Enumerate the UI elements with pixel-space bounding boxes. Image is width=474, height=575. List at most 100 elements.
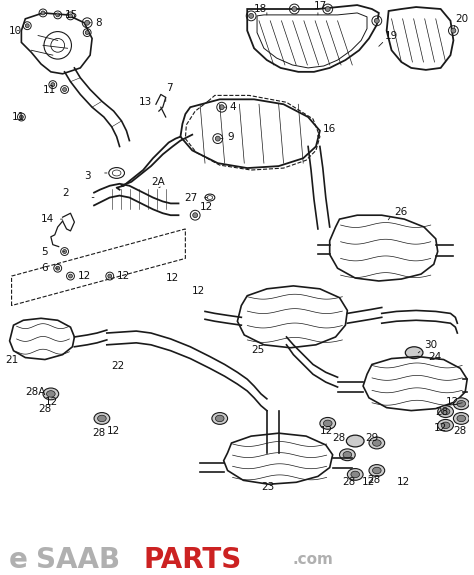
- Text: PARTS: PARTS: [143, 546, 242, 574]
- Ellipse shape: [405, 347, 423, 359]
- Ellipse shape: [457, 400, 465, 407]
- Circle shape: [85, 20, 90, 25]
- Circle shape: [193, 213, 198, 218]
- Text: 7: 7: [166, 83, 173, 93]
- Text: e: e: [9, 546, 27, 574]
- Text: 9: 9: [228, 132, 234, 141]
- Text: 3: 3: [84, 171, 91, 181]
- Text: 28: 28: [454, 426, 467, 436]
- Circle shape: [325, 6, 330, 12]
- Ellipse shape: [369, 465, 385, 476]
- Text: 12: 12: [192, 286, 206, 296]
- Ellipse shape: [212, 412, 228, 424]
- Ellipse shape: [438, 406, 454, 417]
- Text: 12: 12: [396, 477, 410, 487]
- Ellipse shape: [454, 398, 469, 409]
- Text: 28: 28: [333, 433, 346, 443]
- Text: 17: 17: [314, 1, 327, 11]
- Text: 12: 12: [434, 423, 447, 434]
- Circle shape: [219, 105, 224, 110]
- Ellipse shape: [339, 449, 355, 461]
- Text: 28: 28: [367, 476, 380, 485]
- Ellipse shape: [441, 422, 450, 428]
- Text: 12: 12: [320, 426, 333, 436]
- Circle shape: [69, 14, 73, 18]
- Text: .com: .com: [292, 552, 333, 567]
- Text: 4: 4: [229, 102, 236, 112]
- Text: 24: 24: [428, 351, 441, 362]
- Text: 2: 2: [63, 187, 69, 198]
- Text: 12: 12: [117, 271, 130, 281]
- Text: 14: 14: [41, 214, 55, 224]
- Text: 27: 27: [184, 193, 198, 202]
- Ellipse shape: [369, 437, 385, 449]
- Text: 15: 15: [64, 10, 78, 20]
- Circle shape: [108, 274, 112, 278]
- Text: 12: 12: [446, 397, 459, 407]
- Circle shape: [25, 24, 29, 28]
- Ellipse shape: [373, 440, 381, 446]
- Circle shape: [56, 266, 60, 270]
- Circle shape: [451, 28, 456, 33]
- Ellipse shape: [351, 471, 360, 478]
- Circle shape: [249, 13, 254, 18]
- Text: 12: 12: [107, 426, 120, 436]
- Circle shape: [374, 18, 379, 23]
- Text: 23: 23: [261, 482, 274, 492]
- Ellipse shape: [438, 419, 454, 431]
- Text: 28A: 28A: [25, 387, 46, 397]
- Circle shape: [85, 30, 89, 34]
- Circle shape: [292, 6, 297, 12]
- Text: 8: 8: [95, 18, 101, 28]
- Text: 12: 12: [200, 202, 213, 212]
- Text: 16: 16: [323, 124, 336, 134]
- Circle shape: [56, 13, 60, 17]
- Ellipse shape: [98, 415, 106, 421]
- Text: 22: 22: [112, 362, 125, 371]
- Circle shape: [63, 87, 66, 91]
- Ellipse shape: [346, 435, 364, 447]
- Text: 29: 29: [365, 433, 378, 443]
- Text: 28: 28: [38, 404, 51, 413]
- Ellipse shape: [94, 412, 110, 424]
- Text: 18: 18: [254, 4, 267, 14]
- Text: 13: 13: [139, 97, 153, 108]
- Ellipse shape: [373, 467, 381, 474]
- Text: 12: 12: [45, 397, 58, 407]
- Text: 20: 20: [456, 14, 468, 24]
- Text: 25: 25: [251, 345, 264, 355]
- Circle shape: [51, 83, 55, 87]
- Ellipse shape: [343, 451, 352, 458]
- Circle shape: [41, 11, 45, 15]
- Ellipse shape: [347, 469, 363, 480]
- Text: 10: 10: [9, 26, 22, 36]
- Ellipse shape: [46, 390, 55, 397]
- Circle shape: [69, 274, 73, 278]
- Text: 12: 12: [166, 273, 179, 283]
- Text: 21: 21: [6, 355, 19, 365]
- Text: 11: 11: [11, 112, 25, 122]
- Ellipse shape: [215, 415, 224, 421]
- Circle shape: [19, 115, 23, 119]
- Text: SAAB: SAAB: [36, 546, 120, 574]
- Ellipse shape: [457, 415, 465, 421]
- Circle shape: [215, 136, 220, 141]
- Text: 19: 19: [385, 30, 398, 40]
- Ellipse shape: [43, 388, 59, 400]
- Text: 28: 28: [342, 477, 356, 487]
- Ellipse shape: [320, 417, 336, 430]
- Text: 6: 6: [41, 263, 48, 273]
- Text: 12: 12: [362, 477, 375, 487]
- Text: 2A: 2A: [151, 177, 165, 187]
- Text: 11: 11: [43, 85, 56, 94]
- Text: 28: 28: [92, 428, 105, 438]
- Text: 5: 5: [41, 247, 48, 256]
- Text: 12: 12: [77, 271, 91, 281]
- Circle shape: [63, 250, 66, 254]
- Ellipse shape: [454, 412, 469, 424]
- Ellipse shape: [441, 408, 450, 415]
- Ellipse shape: [323, 420, 332, 427]
- Text: 26: 26: [394, 207, 408, 217]
- Text: 30: 30: [424, 340, 437, 350]
- Text: 28: 28: [436, 407, 449, 416]
